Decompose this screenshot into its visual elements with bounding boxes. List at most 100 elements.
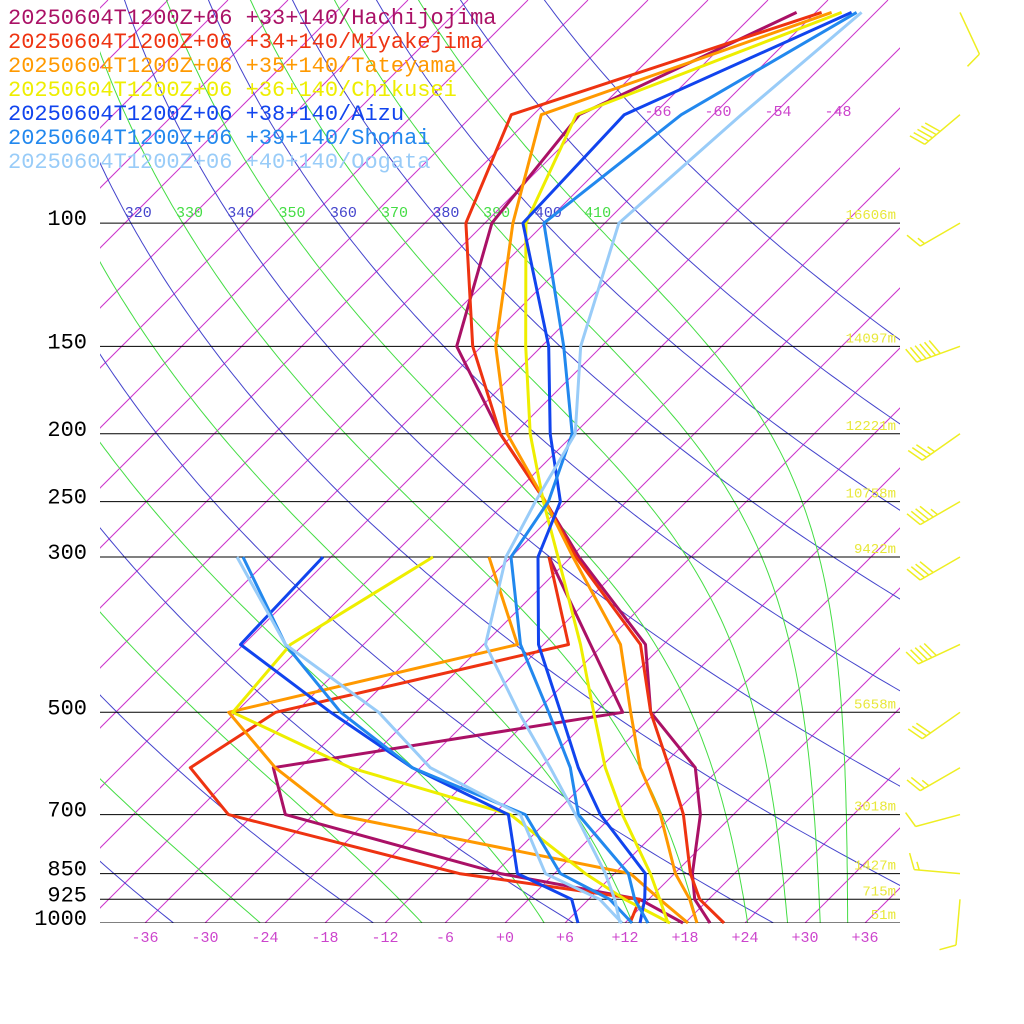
- moist-adiabat: [417, 0, 849, 923]
- pressure-label: 300: [47, 541, 87, 566]
- moist-adiabat: [249, 0, 789, 923]
- dewpoint-line: [241, 556, 634, 925]
- dry-adiabat-label: 320: [125, 205, 152, 222]
- x-tick-label: -12: [371, 930, 398, 947]
- wind-barb: [909, 114, 961, 145]
- height-label: 5658m: [854, 697, 896, 713]
- dewpoint-line: [231, 555, 671, 925]
- moist-adiabat: [333, 0, 821, 923]
- pressure-label: 700: [47, 799, 87, 824]
- isotherm: [100, 0, 469, 369]
- isotherm: [684, 707, 900, 923]
- moist-adiabat: [100, 611, 423, 923]
- legend-entry: 20250604T1200Z+06 +35+140/Tateyama: [8, 54, 457, 79]
- isotherm-label: -54: [764, 104, 791, 121]
- pressure-label: 100: [47, 207, 87, 232]
- dry-adiabat: [123, 0, 900, 787]
- pressure-label: 200: [47, 418, 87, 443]
- dry-adiabat-label: 340: [227, 205, 254, 222]
- dry-adiabat-label: 360: [330, 205, 357, 222]
- wind-barb: [905, 340, 961, 363]
- isotherm-label: -66: [644, 104, 671, 121]
- wind-barb: [905, 642, 961, 665]
- x-tick-label: -18: [311, 930, 338, 947]
- isotherm: [564, 587, 900, 923]
- wind-barb: [907, 433, 961, 461]
- legend-entry: 20250604T1200Z+06 +39+140/Shonai: [8, 126, 430, 151]
- temperature-line: [494, 10, 833, 924]
- isotherm: [100, 107, 900, 909]
- moist-adiabat-label: 410: [584, 205, 611, 222]
- pressure-label: 1000: [34, 907, 87, 932]
- wind-barb: [907, 711, 961, 740]
- moist-adiabat: [165, 0, 749, 923]
- x-tick-label: +18: [671, 930, 698, 947]
- isotherm: [100, 0, 769, 669]
- isotherm-label: -60: [704, 104, 731, 121]
- wind-barb: [906, 500, 961, 526]
- dry-adiabat: [291, 0, 900, 600]
- wind-barb: [906, 767, 961, 792]
- isotherm: [504, 527, 900, 923]
- legend-entry: 20250604T1200Z+06 +40+140/Oogata: [8, 150, 430, 175]
- moist-adiabat-label: 350: [279, 205, 306, 222]
- dry-adiabat-label: 400: [535, 205, 562, 222]
- x-tick-label: -30: [191, 930, 218, 947]
- isotherm: [624, 647, 900, 923]
- x-tick-label: +30: [791, 930, 818, 947]
- sounding-layer: [188, 10, 863, 925]
- height-label: 1427m: [854, 859, 896, 875]
- pressure-label: 925: [47, 883, 87, 908]
- isotherm: [100, 0, 829, 729]
- isotherm: [144, 167, 900, 923]
- height-label: 16606m: [846, 208, 896, 224]
- x-tick-label: -24: [251, 930, 278, 947]
- moist-adiabat: [100, 778, 262, 923]
- height-label: 715m: [862, 884, 896, 900]
- height-label: 10758m: [846, 487, 896, 503]
- moist-adiabat-label: 370: [381, 205, 408, 222]
- temperature-line: [455, 11, 798, 924]
- dry-adiabat: [459, 0, 900, 425]
- temperature-line: [464, 10, 823, 925]
- height-label: 12221m: [846, 419, 896, 435]
- legend-entry: 20250604T1200Z+06 +36+140/Chikusei: [8, 78, 457, 103]
- isotherm: [100, 0, 289, 189]
- dry-adiabat: [100, 527, 575, 923]
- isotherm: [324, 347, 900, 923]
- dewpoint-line: [235, 556, 624, 925]
- dewpoint-line: [188, 556, 642, 924]
- label-layer: 1000 51m 925 715m 850 1427m 700 3018m 500 5658m 30…: [8, 6, 981, 951]
- temperature-line: [521, 11, 853, 924]
- legend-entry: 20250604T1200Z+06 +33+140/Hachijojima: [8, 6, 496, 31]
- wind-barb: [959, 12, 981, 67]
- height-label: 51m: [871, 908, 896, 924]
- temperature-line: [484, 11, 863, 924]
- x-tick-label: -6: [436, 930, 454, 947]
- x-tick-label: -36: [131, 930, 158, 947]
- temperature-line: [509, 11, 858, 924]
- wind-barb: [939, 899, 961, 951]
- height-label: 14097m: [846, 331, 896, 347]
- dry-adiabat-label: 380: [432, 205, 459, 222]
- moist-adiabat-label: 330: [176, 205, 203, 222]
- dry-adiabat: [543, 0, 900, 341]
- x-tick-label: +36: [851, 930, 878, 947]
- dry-adiabat: [100, 353, 775, 923]
- legend-entry: 20250604T1200Z+06 +38+140/Aizu: [8, 102, 404, 127]
- isotherm: [100, 47, 900, 849]
- x-tick-label: +0: [496, 930, 514, 947]
- dewpoint-line: [227, 556, 689, 925]
- wind-barb: [906, 556, 961, 581]
- isotherm: [100, 0, 529, 429]
- wind-barb: [906, 222, 961, 247]
- isotherm: [100, 0, 709, 609]
- isotherm-label: -48: [824, 104, 851, 121]
- pressure-label: 150: [47, 330, 87, 355]
- x-tick-label: +24: [731, 930, 758, 947]
- pressure-label: 250: [47, 486, 87, 511]
- legend-entry: 20250604T1200Z+06 +34+140/Miyakejima: [8, 30, 483, 55]
- isotherm: [100, 0, 589, 489]
